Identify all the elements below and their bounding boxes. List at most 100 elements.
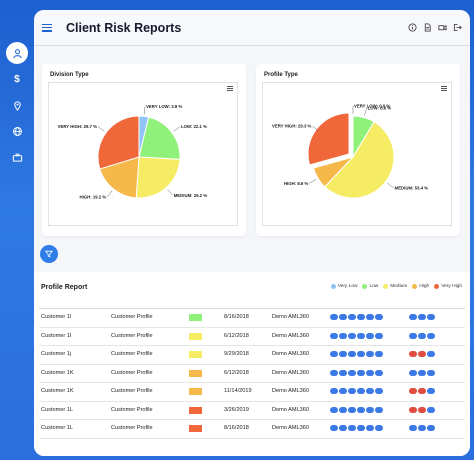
chart-menu-icon[interactable] bbox=[227, 86, 233, 91]
action-button[interactable] bbox=[348, 406, 356, 413]
action-button[interactable] bbox=[330, 388, 338, 394]
table-row[interactable]: Customer 1L Customer Profile 3/26/2019 Demo… bbox=[39, 402, 465, 420]
action-button[interactable] bbox=[348, 351, 356, 357]
action-button[interactable] bbox=[375, 425, 383, 431]
action-button[interactable] bbox=[375, 332, 383, 339]
secondary-action-button[interactable] bbox=[409, 332, 417, 339]
secondary-action-button[interactable] bbox=[409, 406, 417, 413]
action-button[interactable] bbox=[339, 406, 347, 413]
sidebar-item-briefcase[interactable] bbox=[6, 146, 28, 168]
action-button[interactable] bbox=[375, 406, 383, 413]
pie-slice-high[interactable] bbox=[312, 156, 355, 188]
pie-slice-very-high[interactable] bbox=[97, 115, 140, 170]
action-button[interactable] bbox=[357, 351, 365, 357]
secondary-action-button[interactable] bbox=[427, 314, 435, 320]
action-button[interactable] bbox=[366, 388, 374, 394]
secondary-action-button[interactable] bbox=[409, 388, 417, 394]
secondary-action-button[interactable] bbox=[418, 332, 426, 339]
secondary-action-button[interactable] bbox=[418, 369, 426, 376]
action-button[interactable] bbox=[330, 351, 338, 357]
legend-item[interactable]: High bbox=[412, 284, 429, 289]
secondary-action-button[interactable] bbox=[427, 406, 435, 413]
secondary-action-button[interactable] bbox=[409, 369, 417, 376]
action-button[interactable] bbox=[366, 425, 374, 431]
pie-slice-high[interactable] bbox=[99, 156, 140, 199]
action-button[interactable] bbox=[339, 388, 347, 394]
table-row[interactable]: Customer 1K Customer Profile 11/14/2019 Dem… bbox=[39, 383, 465, 402]
action-button[interactable] bbox=[375, 314, 383, 320]
table-row[interactable]: Customer 1I Customer Profile 6/12/2018 Demo… bbox=[39, 328, 465, 346]
action-button[interactable] bbox=[357, 425, 365, 431]
secondary-action-button[interactable] bbox=[427, 369, 435, 376]
pie-slice-medium[interactable] bbox=[324, 121, 395, 199]
pie-slice-medium[interactable] bbox=[135, 156, 181, 199]
action-button[interactable] bbox=[366, 406, 374, 413]
filter-button[interactable] bbox=[40, 245, 58, 263]
pie-label-connector bbox=[312, 125, 319, 132]
table-row[interactable]: Customer 1I Customer Profile 8/16/2018 Demo… bbox=[39, 309, 465, 328]
action-button[interactable] bbox=[366, 332, 374, 339]
action-button[interactable] bbox=[348, 369, 356, 376]
secondary-action-button[interactable] bbox=[409, 351, 417, 357]
secondary-action-button[interactable] bbox=[427, 388, 435, 394]
pie-slice-very-high[interactable] bbox=[307, 112, 350, 166]
hamburger-menu-icon[interactable] bbox=[42, 23, 52, 32]
chart-menu-icon[interactable] bbox=[441, 86, 447, 91]
action-button[interactable] bbox=[357, 314, 365, 320]
action-button[interactable] bbox=[357, 369, 365, 376]
action-button[interactable] bbox=[366, 314, 374, 320]
risk-level-swatch bbox=[189, 406, 202, 414]
action-button[interactable] bbox=[375, 388, 383, 394]
action-button[interactable] bbox=[357, 332, 365, 339]
sidebar-item-globe[interactable] bbox=[6, 120, 28, 142]
logout-icon[interactable] bbox=[453, 23, 462, 32]
action-button[interactable] bbox=[357, 406, 365, 413]
action-button[interactable] bbox=[348, 332, 356, 339]
action-button[interactable] bbox=[366, 369, 374, 376]
action-button[interactable] bbox=[348, 425, 356, 431]
organization-name: Demo AML360 bbox=[272, 314, 310, 320]
table-row[interactable]: Customer 1K Customer Profile 6/12/2018 Demo… bbox=[39, 365, 465, 383]
action-button[interactable] bbox=[339, 351, 347, 357]
secondary-action-button[interactable] bbox=[418, 388, 426, 394]
action-button[interactable] bbox=[330, 425, 338, 431]
action-button[interactable] bbox=[375, 369, 383, 376]
action-button[interactable] bbox=[330, 406, 338, 413]
sidebar-item-finance[interactable]: $ bbox=[6, 68, 28, 90]
secondary-action-button[interactable] bbox=[427, 332, 435, 339]
action-button[interactable] bbox=[339, 332, 347, 339]
sidebar-item-users[interactable] bbox=[6, 42, 28, 64]
document-icon[interactable] bbox=[423, 23, 432, 32]
secondary-actions-group bbox=[409, 406, 435, 413]
secondary-action-button[interactable] bbox=[418, 351, 426, 357]
action-button[interactable] bbox=[330, 369, 338, 376]
risk-level-swatch bbox=[189, 369, 202, 377]
action-button[interactable] bbox=[348, 314, 356, 320]
secondary-action-button[interactable] bbox=[409, 425, 417, 431]
legend-item[interactable]: Very High bbox=[434, 284, 462, 289]
secondary-action-button[interactable] bbox=[427, 425, 435, 431]
secondary-action-button[interactable] bbox=[427, 351, 435, 357]
video-icon[interactable] bbox=[438, 23, 447, 32]
action-button[interactable] bbox=[366, 351, 374, 357]
pie-slice-low[interactable] bbox=[138, 116, 181, 160]
action-button[interactable] bbox=[357, 388, 365, 394]
legend-item[interactable]: Medium bbox=[383, 284, 407, 289]
action-button[interactable] bbox=[339, 425, 347, 431]
info-icon[interactable] bbox=[408, 23, 417, 32]
action-button[interactable] bbox=[330, 332, 338, 339]
legend-item[interactable]: Low bbox=[362, 284, 378, 289]
table-row[interactable]: Customer 1j Customer Profile 9/29/2018 Demo… bbox=[39, 346, 465, 365]
legend-item[interactable]: Very Low bbox=[330, 284, 357, 289]
secondary-action-button[interactable] bbox=[418, 425, 426, 431]
action-button[interactable] bbox=[339, 314, 347, 320]
table-row[interactable]: Customer 1L Customer Profile 8/16/2018 Demo… bbox=[39, 420, 465, 439]
secondary-action-button[interactable] bbox=[418, 314, 426, 320]
action-button[interactable] bbox=[339, 369, 347, 376]
action-button[interactable] bbox=[330, 314, 338, 320]
action-button[interactable] bbox=[348, 388, 356, 394]
secondary-action-button[interactable] bbox=[418, 406, 426, 413]
secondary-action-button[interactable] bbox=[409, 314, 417, 320]
action-button[interactable] bbox=[375, 351, 383, 357]
sidebar-item-location[interactable] bbox=[6, 94, 28, 116]
